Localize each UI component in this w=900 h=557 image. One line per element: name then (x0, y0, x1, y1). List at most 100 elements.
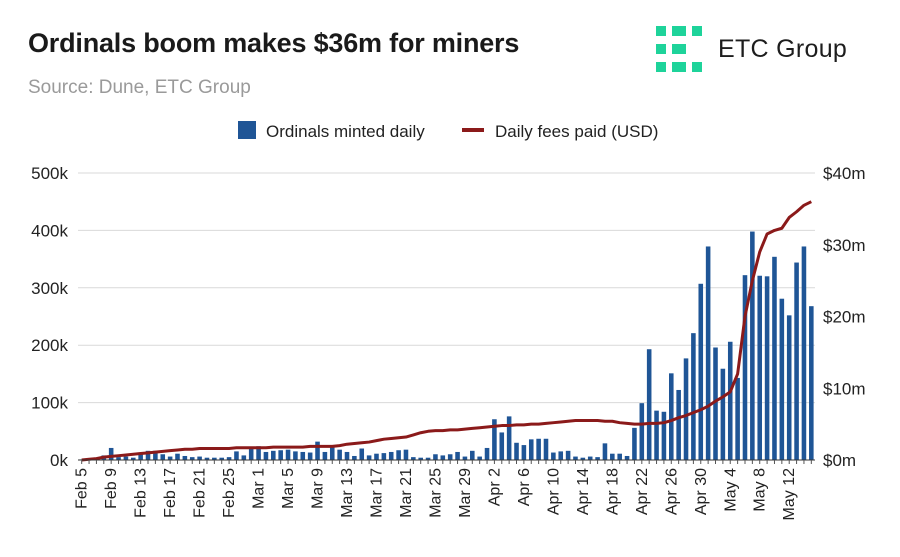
bar (234, 451, 239, 460)
logo-block-2 (656, 62, 666, 72)
bar (676, 389, 681, 460)
bar (455, 451, 460, 460)
x-tick-label: Feb 5 (74, 468, 91, 509)
bar (440, 455, 446, 460)
bar (116, 457, 121, 460)
bar (285, 449, 291, 460)
bar (212, 457, 217, 460)
x-tick-label: Mar 1 (251, 468, 268, 509)
x-tick-label: Feb 25 (221, 468, 238, 518)
bar (757, 275, 763, 460)
bar (226, 457, 232, 460)
bar (772, 256, 777, 460)
y-right-tick-label: $0m (823, 451, 856, 470)
bar (742, 275, 748, 460)
bar (521, 445, 527, 460)
x-tick-label: Feb 21 (192, 468, 209, 518)
bar (573, 456, 578, 460)
logo-block-6 (692, 26, 702, 36)
bar (794, 262, 799, 460)
bar (587, 456, 593, 460)
bar (337, 449, 342, 460)
y-left-tick-label: 200k (31, 336, 68, 355)
x-tick-label: Apr 22 (634, 468, 651, 515)
logo-block-4 (672, 44, 686, 54)
x-tick-label: Mar 25 (427, 468, 444, 518)
bar (167, 456, 173, 460)
chart-source: Source: Dune, ETC Group (28, 77, 251, 98)
bar (182, 455, 188, 460)
bar (646, 349, 652, 460)
y-right-tick-label: $30m (823, 236, 866, 255)
x-tick-label: Apr 6 (516, 468, 533, 506)
y-axis-left: 0k 100k 200k 300k 400k 500k (31, 164, 68, 470)
bar (271, 450, 276, 460)
x-tick-label: Mar 5 (280, 468, 297, 509)
x-axis: Feb 5 Feb 9 Feb 13 Feb 17 Feb 21 Feb 25 Mar 1 M… (74, 460, 812, 520)
fees-line (81, 200, 812, 462)
bar (735, 377, 740, 460)
bar (433, 454, 438, 460)
y-right-tick-label: $20m (823, 308, 866, 327)
bar (411, 457, 416, 460)
bar (300, 451, 306, 460)
bar (683, 358, 689, 460)
x-tick-label: Feb 9 (103, 468, 120, 509)
bar (241, 455, 247, 460)
bar (536, 438, 541, 460)
bar (750, 231, 755, 460)
bar (123, 456, 129, 460)
bar (484, 447, 490, 460)
bar (713, 347, 718, 460)
bar (315, 441, 320, 460)
bar (602, 443, 608, 460)
bar (786, 315, 792, 460)
legend: Ordinals minted daily Daily fees paid (U… (238, 121, 658, 141)
bar (352, 455, 357, 460)
bar (359, 448, 365, 460)
bar (108, 447, 114, 460)
y-left-tick-label: 500k (31, 164, 68, 183)
bar (307, 452, 313, 460)
bar (462, 456, 468, 460)
y-left-tick-label: 100k (31, 394, 68, 413)
bar (344, 451, 350, 460)
y-left-tick-label: 0k (50, 451, 68, 470)
bar (669, 373, 674, 460)
bar (470, 450, 475, 460)
bar (447, 454, 453, 460)
bar (691, 333, 696, 460)
x-tick-label: May 8 (752, 468, 769, 512)
etc-group-logo-icon (656, 26, 702, 72)
bar (293, 451, 298, 460)
bar (661, 411, 667, 460)
bar (153, 450, 158, 460)
bar (492, 419, 497, 460)
bar (514, 442, 519, 460)
logo-block-5 (672, 62, 686, 72)
x-tick-label: May 12 (781, 468, 798, 521)
bar (248, 447, 254, 460)
bar (130, 457, 136, 460)
x-tick-label: Apr 14 (575, 468, 592, 515)
bar (764, 276, 770, 460)
bar (809, 306, 814, 460)
y-axis-right: $0m $10m $20m $30m $40m (823, 164, 866, 470)
bar (801, 246, 807, 460)
bar (197, 456, 202, 460)
bar (506, 416, 512, 460)
logo-block-3 (672, 26, 686, 36)
bar (779, 298, 785, 460)
x-tick-label: May 4 (722, 468, 739, 512)
bar (204, 457, 210, 460)
legend-bar-swatch (238, 121, 256, 139)
bar (219, 457, 224, 460)
x-tick-label: Apr 18 (604, 468, 621, 515)
logo-block-1 (656, 44, 666, 54)
x-tick-label: Apr 2 (486, 468, 503, 506)
y-right-tick-label: $40m (823, 164, 866, 183)
legend-label-ordinals: Ordinals minted daily (266, 122, 425, 141)
x-tick-label: Apr 26 (663, 468, 680, 515)
x-tick-label: Feb 17 (162, 468, 179, 518)
